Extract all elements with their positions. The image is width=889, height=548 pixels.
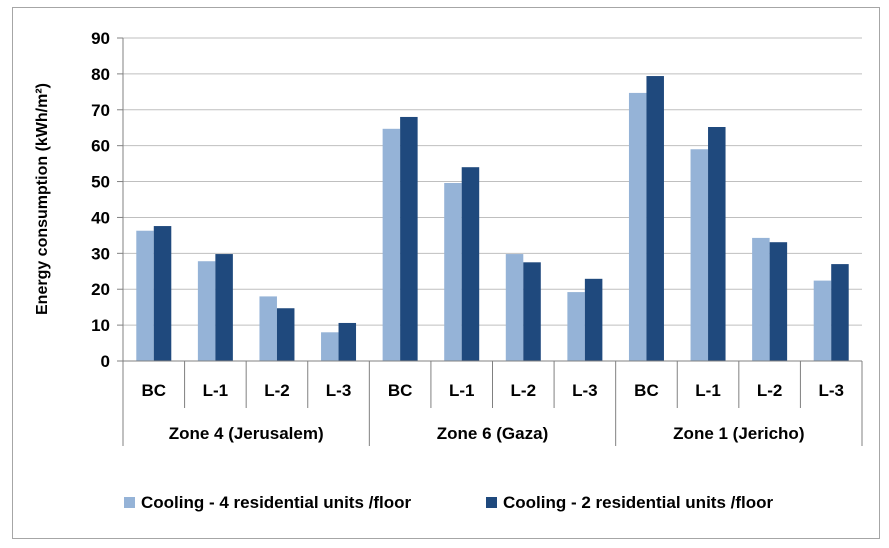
- bar: [523, 262, 541, 361]
- bar: [215, 254, 233, 361]
- x-tick-label: L-3: [326, 381, 352, 400]
- bar: [567, 292, 585, 361]
- bar: [259, 296, 277, 361]
- y-axis-title: Energy consumption (kWh/m²): [34, 83, 51, 315]
- bar: [382, 128, 401, 361]
- y-tick-label: 50: [91, 173, 110, 192]
- x-tick-label: L-1: [695, 381, 721, 400]
- x-group-label: Zone 1 (Jericho): [673, 424, 804, 443]
- y-tick-label: 10: [91, 316, 110, 335]
- x-tick-label: L-1: [203, 381, 229, 400]
- y-tick-label: 20: [91, 280, 110, 299]
- bar: [584, 278, 603, 361]
- bar: [769, 242, 788, 361]
- x-tick-label: L-2: [264, 381, 290, 400]
- x-tick-label: BC: [142, 381, 167, 400]
- bar: [276, 308, 295, 361]
- bar: [646, 76, 664, 361]
- bar: [628, 92, 647, 361]
- x-tick-label: L-3: [572, 381, 598, 400]
- bar: [321, 332, 339, 361]
- x-tick-label: L-1: [449, 381, 475, 400]
- bar: [338, 322, 357, 361]
- x-tick-label: L-2: [757, 381, 783, 400]
- y-tick-label: 30: [91, 244, 110, 263]
- bar: [136, 230, 154, 361]
- bar: [752, 237, 770, 361]
- legend-label: Cooling - 4 residential units /floor: [141, 493, 412, 512]
- x-tick-label: BC: [634, 381, 659, 400]
- bar: [831, 264, 849, 361]
- x-tick-label: L-3: [818, 381, 844, 400]
- bar: [153, 226, 172, 361]
- y-tick-label: 60: [91, 137, 110, 156]
- bar: [690, 149, 709, 361]
- x-group-label: Zone 6 (Gaza): [437, 424, 548, 443]
- y-tick-label: 0: [101, 352, 110, 371]
- bar: [813, 280, 832, 361]
- y-tick-label: 70: [91, 101, 110, 120]
- bar: [708, 127, 726, 361]
- x-tick-label: BC: [388, 381, 413, 400]
- bar: [461, 167, 480, 361]
- x-group-label: Zone 4 (Jerusalem): [169, 424, 324, 443]
- y-tick-label: 40: [91, 208, 110, 227]
- bar: [197, 261, 216, 361]
- legend-label: Cooling - 2 residential units /floor: [503, 493, 774, 512]
- x-tick-label: L-2: [511, 381, 537, 400]
- bar: [444, 182, 462, 361]
- legend-swatch: [486, 497, 497, 508]
- bar: [400, 116, 418, 361]
- y-tick-label: 90: [91, 29, 110, 48]
- y-tick-label: 80: [91, 65, 110, 84]
- legend-swatch: [124, 497, 135, 508]
- bar: [505, 254, 524, 361]
